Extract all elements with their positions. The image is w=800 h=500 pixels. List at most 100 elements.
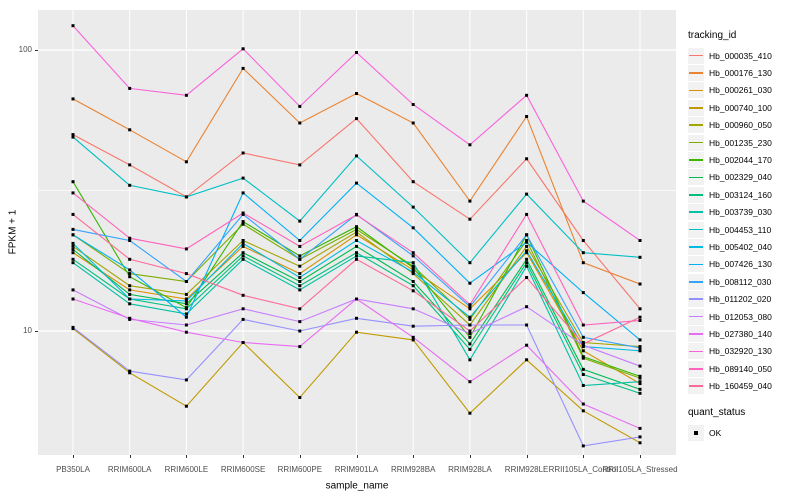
point-square-icon (694, 430, 698, 435)
legend-item-label: OK (709, 427, 722, 438)
x-tick-label: RRIM600SE (220, 465, 266, 474)
data-point (298, 257, 302, 261)
x-tick-label: RRII105LA_Stressed (602, 465, 678, 474)
legend-item-label: Hb_032920_130 (709, 346, 772, 357)
data-point (128, 163, 132, 167)
data-point (581, 239, 585, 242)
data-point (241, 211, 245, 215)
x-tick-label: RRII105LA_Control (548, 465, 618, 474)
data-point (71, 251, 75, 255)
x-tickmark (299, 455, 301, 458)
data-point (128, 257, 132, 261)
data-point (525, 343, 529, 347)
legend-item-label: Hb_000261_030 (709, 85, 772, 96)
data-point (128, 128, 132, 132)
data-point (581, 402, 585, 406)
data-point (468, 335, 472, 339)
data-point (638, 376, 642, 380)
data-point (71, 233, 75, 237)
data-point (525, 251, 529, 255)
data-point (638, 338, 642, 342)
data-point (71, 248, 75, 251)
series-color-line-icon (689, 367, 703, 370)
data-point (355, 257, 358, 261)
data-point (355, 117, 358, 121)
data-point (241, 176, 245, 180)
legend-item: Hb_005402_040 (688, 238, 798, 255)
plot-panel (38, 10, 676, 455)
data-point (298, 254, 302, 258)
data-point (525, 305, 529, 309)
data-point (241, 47, 245, 51)
x-tick-label: RRIM600PE (277, 465, 323, 474)
data-point (468, 317, 472, 321)
legend-item-label: Hb_002044_170 (709, 155, 772, 166)
series-color-line-icon (689, 280, 703, 283)
data-point (525, 257, 529, 261)
data-point (71, 133, 75, 137)
data-point (581, 323, 585, 327)
data-point (468, 199, 472, 203)
data-point (411, 284, 415, 288)
x-tickmark (186, 455, 188, 458)
legend-item-label: Hb_000176_130 (709, 68, 772, 79)
data-point (241, 257, 245, 261)
data-point (525, 192, 529, 196)
legend-item: Hb_000960_050 (688, 117, 798, 134)
data-point (525, 244, 529, 248)
data-point (468, 281, 472, 285)
data-point (241, 307, 245, 311)
data-point (184, 292, 188, 296)
data-point (411, 121, 415, 125)
data-point (241, 220, 245, 224)
series-color-line-icon (689, 350, 703, 353)
legend-item: Hb_012053_080 (688, 308, 798, 325)
data-point (128, 371, 132, 375)
data-point (241, 239, 245, 242)
data-point (184, 378, 188, 382)
data-point (298, 284, 302, 288)
legend-item: Hb_002329_040 (688, 169, 798, 186)
data-point (184, 315, 188, 319)
data-point (411, 266, 415, 270)
data-point (581, 199, 585, 203)
data-point (581, 335, 585, 339)
data-point (355, 233, 358, 237)
data-point (71, 135, 75, 139)
data-point (128, 284, 132, 288)
legend-item: Hb_011202_020 (688, 290, 798, 308)
x-tick-label: RRIM928LA (448, 465, 492, 474)
data-point (355, 254, 358, 258)
data-point (638, 380, 642, 384)
legend-key-box (688, 424, 704, 441)
data-point (241, 251, 245, 255)
data-point (128, 275, 132, 279)
data-point (128, 272, 132, 276)
data-point (184, 299, 188, 303)
data-point (184, 93, 188, 97)
data-point (525, 233, 529, 237)
data-point (411, 307, 415, 311)
legend-item-label: Hb_005402_040 (709, 241, 772, 252)
data-point (411, 280, 415, 283)
x-tick-label: RRIM928LE (504, 465, 549, 474)
legend-item: Hb_089140_050 (688, 360, 798, 377)
legend-key-box (688, 291, 704, 308)
legend-key-box (688, 273, 704, 290)
series-color-line-icon (689, 298, 703, 300)
data-point (468, 358, 472, 362)
series-color-line-icon (689, 141, 703, 144)
legend-item-label: Hb_000960_050 (709, 120, 772, 131)
data-point (411, 254, 415, 258)
series-color-line-icon (689, 159, 703, 161)
x-tick-label: RRIM600LA (107, 465, 152, 474)
legend-title-quant-status: quant_status (688, 406, 746, 418)
legend-key-box (688, 325, 704, 342)
data-point (241, 317, 245, 321)
data-point (411, 268, 415, 272)
data-point (581, 342, 585, 346)
data-point (525, 212, 529, 216)
legend-item: Hb_008112_030 (688, 273, 798, 290)
legend-item-label: Hb_008112_030 (709, 276, 772, 287)
data-point (298, 396, 302, 399)
